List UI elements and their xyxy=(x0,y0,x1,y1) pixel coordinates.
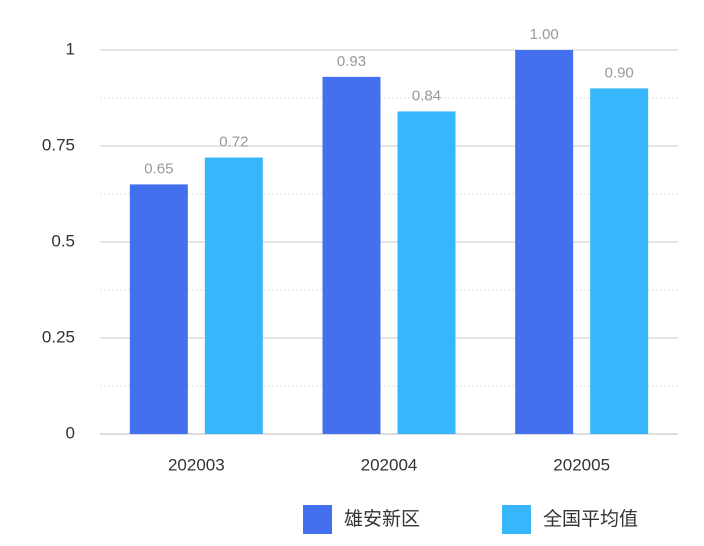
value-label: 0.72 xyxy=(219,133,248,150)
bar xyxy=(397,111,456,434)
x-tick-label: 202005 xyxy=(553,455,610,474)
legend-label: 全国平均值 xyxy=(543,508,638,530)
legend-swatch xyxy=(303,505,332,534)
bar xyxy=(515,50,574,434)
bar xyxy=(590,88,649,435)
x-tick-label: 202004 xyxy=(361,455,418,474)
legend-swatch xyxy=(502,505,531,534)
value-label: 0.93 xyxy=(337,53,366,70)
bar xyxy=(204,157,263,434)
value-label: 0.65 xyxy=(144,160,173,177)
y-tick-label: 0.5 xyxy=(51,231,75,250)
value-label: 0.84 xyxy=(412,87,441,104)
y-tick-label: 1 xyxy=(66,39,75,58)
y-tick-label: 0.25 xyxy=(42,327,75,346)
value-label: 0.90 xyxy=(605,64,634,81)
y-tick-label: 0 xyxy=(66,423,75,442)
x-tick-label: 202003 xyxy=(168,455,225,474)
legend-label: 雄安新区 xyxy=(344,508,420,530)
y-tick-label: 0.75 xyxy=(42,135,75,154)
bar xyxy=(322,76,381,434)
value-label: 1.00 xyxy=(530,26,559,43)
bar xyxy=(129,184,188,434)
